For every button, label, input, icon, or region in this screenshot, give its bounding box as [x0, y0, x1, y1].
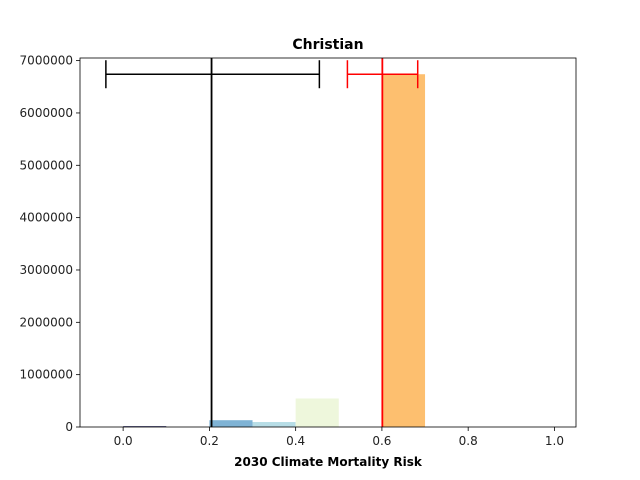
bar-2	[252, 422, 296, 427]
reference-lines-layer	[105, 58, 419, 427]
x-tick-label: 0.0	[114, 434, 133, 448]
chart-title: Christian	[292, 37, 363, 53]
bar-4	[381, 74, 426, 428]
bars-layer	[123, 74, 426, 428]
x-tick-label: 0.6	[372, 434, 391, 448]
x-tick-label: 0.2	[200, 434, 219, 448]
y-tick-label: 6000000	[20, 106, 73, 120]
y-tick-label: 2000000	[20, 315, 73, 329]
plot-frame	[79, 57, 577, 428]
y-axis: 0 1000000 2000000 3000000 4000000 5000000 6000…	[20, 54, 80, 434]
bar-3	[295, 398, 339, 427]
x-tick-label: 1.0	[545, 434, 564, 448]
y-tick-label: 5000000	[20, 158, 73, 172]
x-tick-label: 0.8	[459, 434, 478, 448]
y-tick-label: 4000000	[20, 211, 73, 225]
bar-1	[209, 420, 253, 427]
y-tick-label: 7000000	[20, 54, 73, 68]
x-axis-label: 2030 Climate Mortality Risk	[234, 455, 423, 469]
x-axis: 0.0 0.2 0.4 0.6 0.8 1.0	[114, 427, 564, 448]
y-tick-label: 0	[65, 420, 73, 434]
y-tick-label: 1000000	[20, 368, 73, 382]
y-tick-label: 3000000	[20, 263, 73, 277]
x-tick-label: 0.4	[286, 434, 305, 448]
